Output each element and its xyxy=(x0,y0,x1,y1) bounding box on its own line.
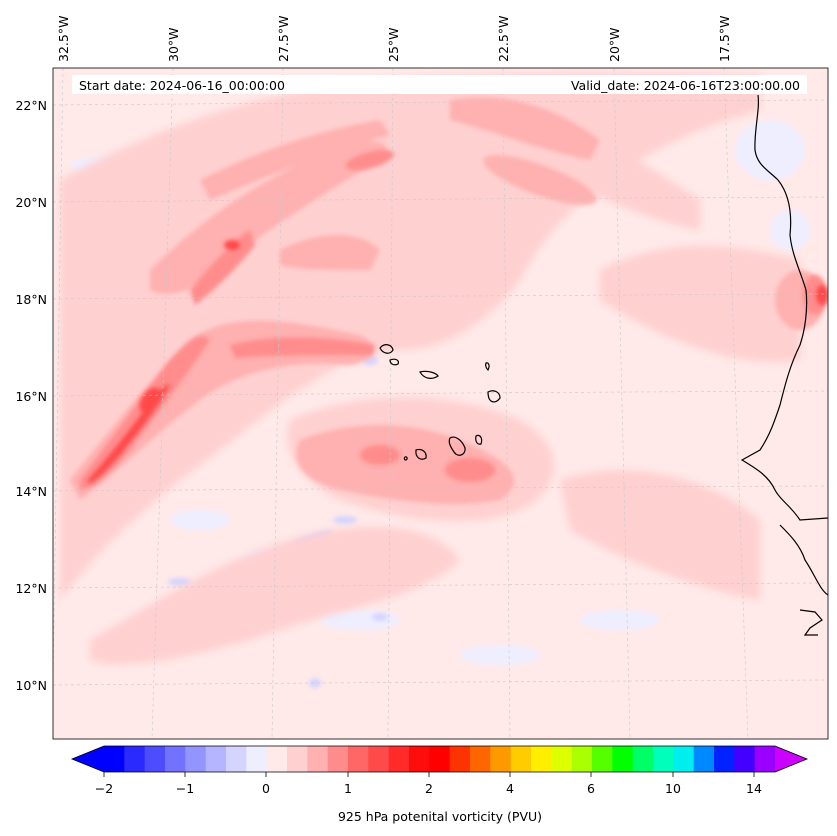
colorbar-cell xyxy=(368,746,390,772)
colorbar-cell xyxy=(185,746,207,772)
colorbar-cell xyxy=(632,746,654,772)
colorbar-cell xyxy=(734,746,756,772)
colorbar-cell xyxy=(327,746,349,772)
lon-label-32-5w: 32.5°W xyxy=(56,16,71,62)
colorbar-cell xyxy=(551,746,573,772)
colorbar-cell xyxy=(470,746,491,772)
map-panel xyxy=(53,68,828,739)
colorbar-cell xyxy=(449,746,471,772)
lon-label-30w: 30°W xyxy=(166,27,181,62)
lon-label-22-5w: 22.5°W xyxy=(496,16,511,62)
lon-label-25w: 25°W xyxy=(386,27,401,62)
cbar-tick-label: 10 xyxy=(665,781,681,796)
colorbar-cell xyxy=(307,746,329,772)
colorbar-cell xyxy=(429,746,451,772)
colorbar-cells xyxy=(104,746,776,772)
cbar-tick-label: 6 xyxy=(587,781,595,796)
colorbar-cell xyxy=(714,746,735,772)
cbar-tick-label: 4 xyxy=(506,781,514,796)
lat-label-10n: 10°N xyxy=(15,678,47,693)
colorbar-cell xyxy=(693,746,715,772)
colorbar-cell xyxy=(246,746,268,772)
cbar-tick-label: 1 xyxy=(344,781,352,796)
colorbar-cell xyxy=(612,746,634,772)
lon-label-20w: 20°W xyxy=(607,27,622,62)
cape-verde-islands xyxy=(379,344,501,461)
start-date-text: Start date: 2024-06-16_00:00:00 xyxy=(79,78,285,93)
lon-label-27-5w: 27.5°W xyxy=(276,16,291,62)
colorbar: −2 −1 0 1 2 4 6 10 14 925 hPa potenital … xyxy=(70,745,809,824)
lon-label-17-5w: 17.5°W xyxy=(717,16,732,62)
colorbar-cell xyxy=(754,746,776,772)
colorbar-cell xyxy=(592,746,613,772)
colorbar-cell xyxy=(653,746,674,772)
colorbar-label: 925 hPa potenital vorticity (PVU) xyxy=(338,809,542,824)
cbar-tick-label: 14 xyxy=(746,781,762,796)
colorbar-cell xyxy=(409,746,430,772)
colorbar-cell xyxy=(348,746,369,772)
colorbar-cell xyxy=(124,746,146,772)
valid-date-text: Valid_date: 2024-06-16T23:00:00.00 xyxy=(571,78,800,93)
colorbar-over-triangle xyxy=(775,746,807,772)
colorbar-under-triangle xyxy=(72,746,104,772)
lat-label-20n: 20°N xyxy=(15,195,47,210)
gridlines xyxy=(53,68,828,739)
pv-core-regions xyxy=(88,240,828,484)
colorbar-cell xyxy=(226,746,247,772)
coastlines xyxy=(740,94,828,636)
colorbar-cell xyxy=(144,746,166,772)
latitude-labels: 22°N 20°N 18°N 16°N 14°N 12°N 10°N xyxy=(15,98,47,693)
colorbar-tick-labels: −2 −1 0 1 2 4 6 10 14 xyxy=(95,781,762,796)
colorbar-cell xyxy=(531,746,552,772)
cbar-tick-label: −2 xyxy=(95,781,113,796)
colorbar-cell xyxy=(205,746,227,772)
colorbar-cell xyxy=(287,746,308,772)
date-info-box xyxy=(72,75,807,94)
lat-label-22n: 22°N xyxy=(15,98,47,113)
lat-label-16n: 16°N xyxy=(15,389,47,404)
colorbar-cell xyxy=(510,746,532,772)
colorbar-cell xyxy=(388,746,410,772)
lat-label-18n: 18°N xyxy=(15,292,47,307)
colorbar-ticks xyxy=(103,772,755,777)
colorbar-cell xyxy=(266,746,288,772)
longitude-labels: 32.5°W 30°W 27.5°W 25°W 22.5°W 20°W 17.5… xyxy=(56,16,732,62)
lat-label-14n: 14°N xyxy=(15,484,47,499)
colorbar-cell xyxy=(165,746,186,772)
cbar-tick-label: 0 xyxy=(262,781,270,796)
cbar-tick-label: −1 xyxy=(176,781,194,796)
lat-label-12n: 12°N xyxy=(15,581,47,596)
colorbar-cell xyxy=(104,746,125,772)
cbar-tick-label: 2 xyxy=(425,781,433,796)
colorbar-cell xyxy=(673,746,695,772)
map-frame xyxy=(52,67,829,740)
colorbar-cell xyxy=(571,746,593,772)
colorbar-cell xyxy=(490,746,512,772)
pv-medium-regions xyxy=(70,97,825,505)
